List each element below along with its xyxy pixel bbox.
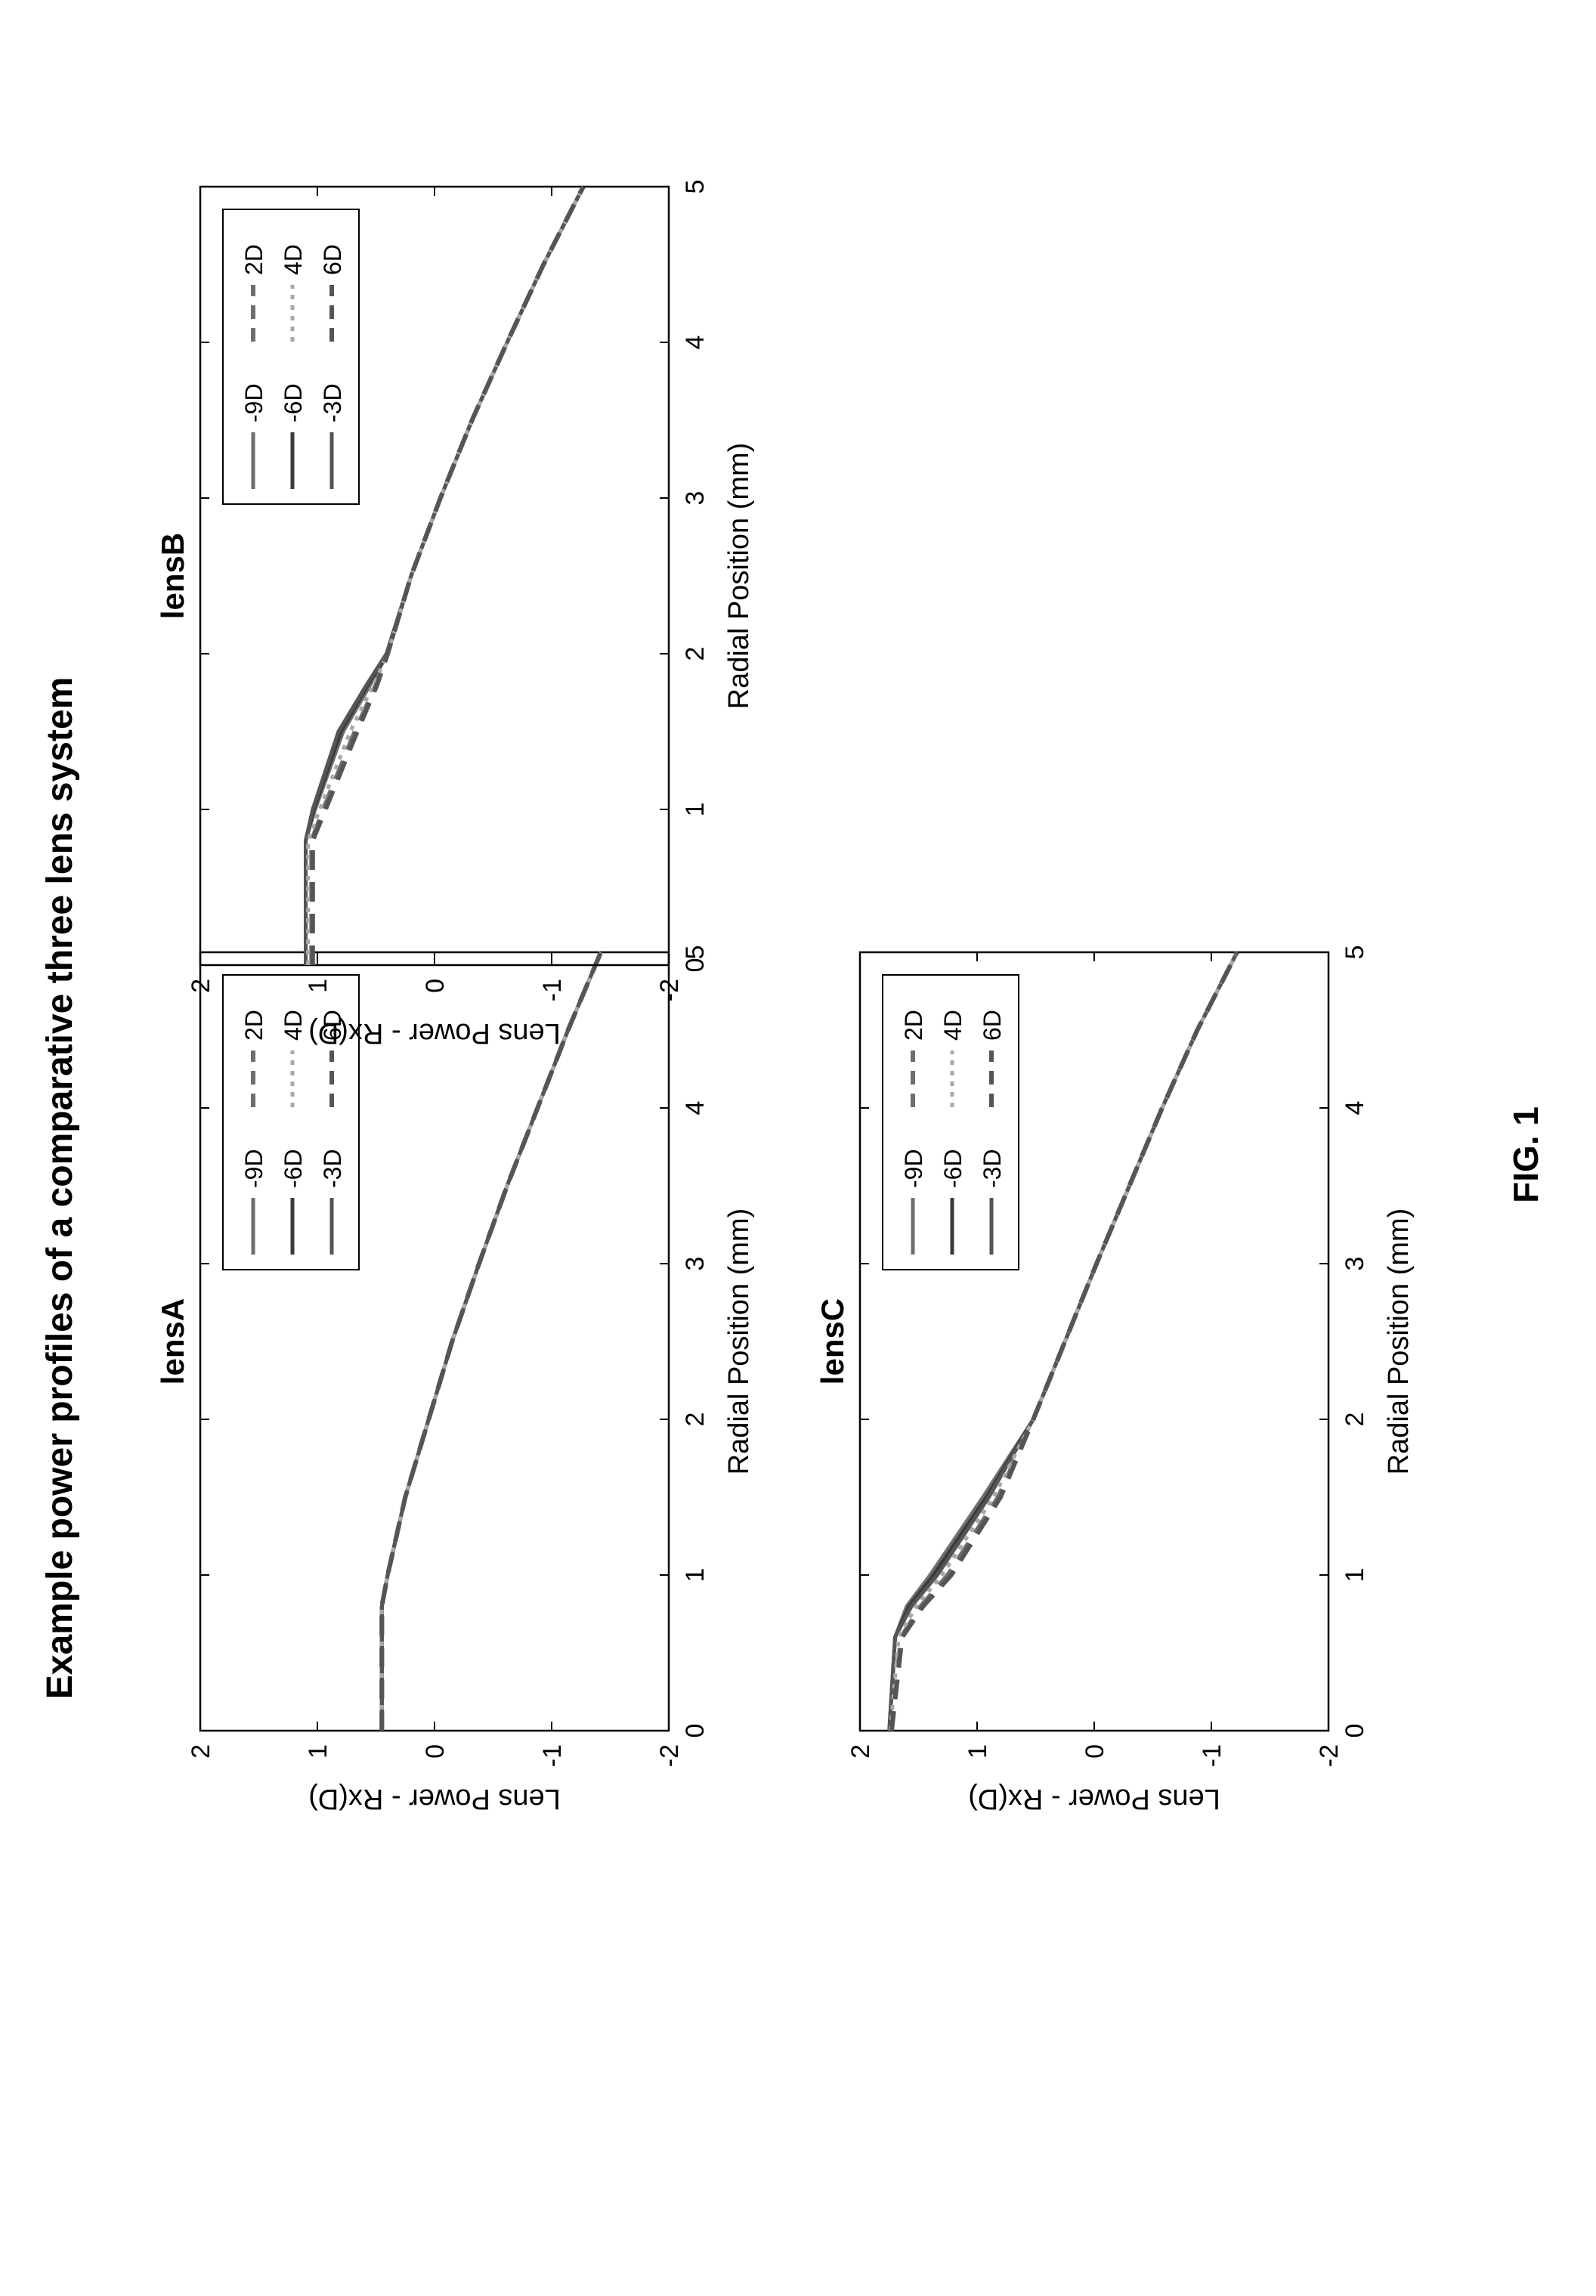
x-tick-label: 1 (681, 803, 710, 817)
series-line-6D (379, 951, 603, 1731)
legend-box (222, 209, 360, 505)
legend-box (222, 974, 360, 1270)
x-axis-label: Radial Position (mm) (723, 1208, 755, 1475)
x-tick-label: 0 (681, 1724, 710, 1738)
x-axis-label: Radial Position (mm) (1383, 1208, 1415, 1475)
figure-label: FIG. 1 (1506, 1106, 1545, 1203)
y-tick-label: 1 (304, 1744, 332, 1759)
legend-label: 2D (240, 244, 268, 275)
x-tick-label: 5 (681, 180, 710, 194)
x-tick-label: 2 (681, 647, 710, 661)
legend-label: -3D (979, 1149, 1006, 1188)
y-tick-label: -1 (1198, 1744, 1226, 1767)
x-axis-label: Radial Position (mm) (723, 443, 755, 710)
y-tick-label: -2 (655, 1744, 684, 1767)
series-line-6D (310, 185, 586, 965)
legend-label: 6D (979, 1010, 1006, 1041)
x-tick-label: 3 (1341, 1257, 1369, 1271)
x-tick-label: 4 (1341, 1101, 1369, 1116)
y-tick-label: 0 (421, 1744, 450, 1759)
legend-label: 4D (939, 1010, 967, 1041)
x-tick-label: 1 (681, 1568, 710, 1583)
legend-label: -6D (939, 1149, 967, 1188)
chart-lensB: 0 1 2 3 4 5 -2 -1 0 1 2 Radial Position (mm) Lens Po… (155, 180, 755, 1049)
y-tick-label: -2 (1315, 1744, 1344, 1767)
legend-label: -9D (240, 1149, 268, 1188)
x-tick-label: 0 (1341, 1724, 1369, 1738)
page-title: Example power profiles of a comparative … (40, 677, 80, 1700)
x-tick-label: 4 (681, 336, 710, 350)
series-line-4D (306, 185, 586, 965)
legend-label: -6D (280, 1149, 307, 1188)
legend-label: 2D (240, 1010, 268, 1041)
legend-label: 4D (280, 1010, 307, 1041)
legend-label: -3D (319, 383, 346, 422)
x-tick-label: 0 (681, 958, 710, 973)
y-tick-label: 2 (846, 1744, 875, 1759)
x-tick-label: 5 (1341, 945, 1369, 960)
legend-label: 6D (319, 244, 346, 275)
x-tick-label: 3 (681, 1257, 710, 1271)
chart-lensA: 0 1 2 3 4 5 -2 -1 0 1 2 Radial Position (mm) Lens Po… (155, 945, 755, 1815)
legend-label: 2D (900, 1010, 927, 1041)
series-line-6D (889, 951, 1239, 1731)
y-tick-label: 0 (1081, 1744, 1109, 1759)
legend-label: -6D (280, 383, 307, 422)
y-tick-label: 0 (421, 979, 450, 993)
x-tick-label: 4 (681, 1101, 710, 1116)
legend-box (882, 974, 1019, 1270)
legend: -9D -6D -3D 2D 4D 6D (222, 974, 360, 1270)
legend-label: 6D (319, 1010, 346, 1041)
chart-title: lensA (155, 1298, 190, 1385)
legend-label: -9D (900, 1149, 927, 1188)
y-tick-label: -1 (538, 979, 567, 1001)
legend: -9D -6D -3D 2D 4D 6D (882, 974, 1019, 1270)
y-tick-label: 2 (187, 979, 215, 993)
y-tick-label: -1 (538, 1744, 567, 1767)
chart-title: lensC (815, 1298, 850, 1385)
x-tick-label: 3 (681, 491, 710, 506)
x-tick-label: 2 (681, 1413, 710, 1427)
y-tick-label: 2 (187, 1744, 215, 1759)
chart-title: lensB (155, 533, 190, 619)
x-tick-label: 5 (681, 945, 710, 960)
y-tick-label: -2 (655, 979, 684, 1001)
x-tick-label: 1 (1341, 1568, 1369, 1583)
y-axis-label: Lens Power - Rx(D) (308, 1783, 561, 1815)
legend-label: 4D (280, 244, 307, 275)
legend-label: -3D (319, 1149, 346, 1188)
y-tick-label: 1 (304, 979, 332, 993)
legend: -9D -6D -3D 2D 4D 6D (222, 209, 360, 505)
y-tick-label: 1 (963, 1744, 992, 1759)
y-axis-label: Lens Power - Rx(D) (968, 1783, 1220, 1815)
x-tick-label: 2 (1341, 1413, 1369, 1427)
y-axis-label: Lens Power - Rx(D) (308, 1017, 561, 1049)
legend-label: -9D (240, 383, 268, 422)
chart-lensC: 0 1 2 3 4 5 -2 -1 0 1 2 Radial Position (mm) Lens Po… (815, 945, 1415, 1815)
